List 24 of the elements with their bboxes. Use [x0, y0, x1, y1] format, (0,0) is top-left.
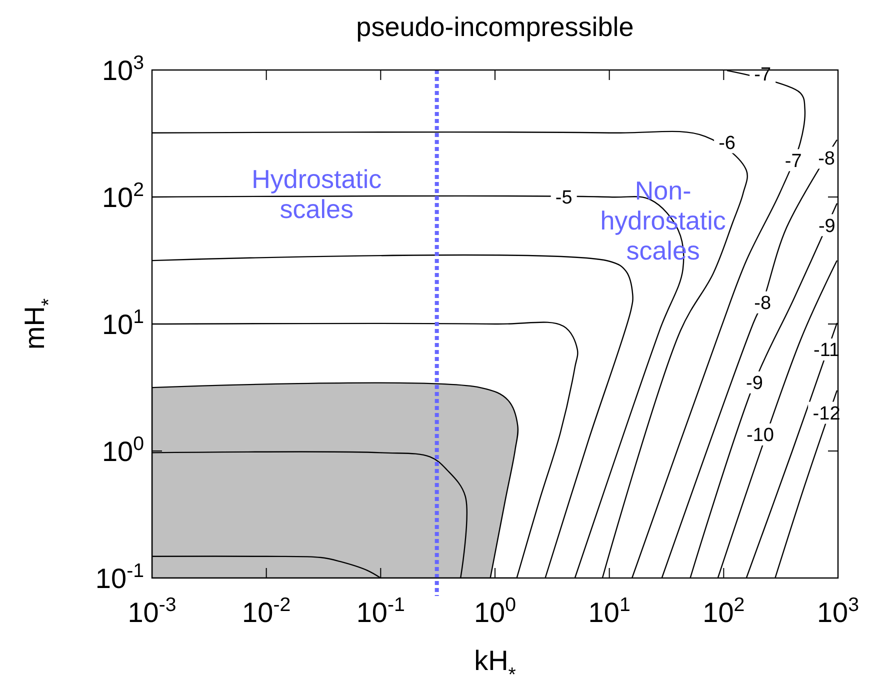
y-tick-label: 10$^{1}$ — [102, 306, 144, 340]
x-tick-label: 10$^{-2}$ — [242, 594, 291, 628]
x-tick-label: 10$^{-3}$ — [128, 594, 176, 628]
y-tick-label: 10$^{-1}$ — [95, 560, 144, 594]
y-tick-label: 10$^{3}$ — [102, 52, 144, 86]
annotation: -5 — [555, 188, 572, 209]
x-tick-label: 10$^{2}$ — [702, 594, 745, 628]
x-tick-label: 10$^{1}$ — [588, 594, 630, 628]
annotation: -7 — [784, 150, 802, 172]
annotation: -9 — [746, 373, 763, 394]
y-tick-label: 10$^{2}$ — [102, 179, 144, 213]
x-tick-label: 10$^{3}$ — [816, 594, 860, 628]
annotation: -8 — [818, 148, 835, 170]
annotation: -8 — [754, 293, 772, 314]
annotation: -10 — [746, 425, 774, 446]
annotation: -9 — [818, 216, 836, 237]
y-tick-label: 10$^{0}$ — [102, 433, 144, 467]
chart-title: pseudo-incompressible — [356, 12, 634, 42]
annotation: -6 — [718, 132, 736, 154]
annotation: -7 — [754, 64, 772, 86]
x-axis-title: kH$_{*}$ — [474, 645, 516, 680]
annotation: Hydrostatic scales — [252, 164, 382, 224]
x-tick-label: 10$^{-1}$ — [356, 594, 405, 628]
x-tick-label: 10$^{0}$ — [474, 594, 516, 628]
